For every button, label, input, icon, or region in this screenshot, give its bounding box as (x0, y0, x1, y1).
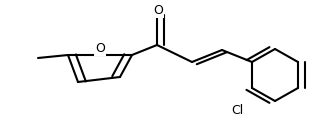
Text: O: O (95, 42, 105, 55)
Text: O: O (154, 4, 163, 17)
Text: Cl: Cl (231, 104, 243, 116)
